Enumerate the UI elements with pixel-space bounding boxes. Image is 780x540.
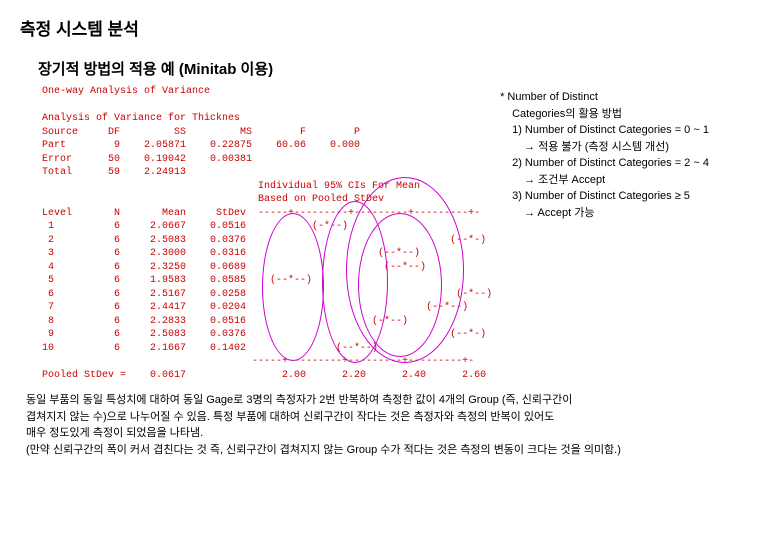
bottom-line: 동일 부품의 동일 특성치에 대하여 동일 Gage로 3명의 측정자가 2번 … xyxy=(26,392,760,409)
anova-output: One-way Analysis of Variance Analysis of… xyxy=(42,85,492,382)
note-line: 3) Number of Distinct Categories ≥ 5 xyxy=(512,188,709,205)
note-line: → 적용 불가 (측정 시스템 개선) xyxy=(524,139,709,156)
grouping-oval xyxy=(346,177,464,363)
note-line: Categories의 활용 방법 xyxy=(512,106,709,123)
side-note: * Number of Distinct Categories의 활용 방법 1… xyxy=(500,89,709,221)
page-title: 측정 시스템 분석 xyxy=(20,15,760,40)
bottom-line: 겹쳐지지 않는 수)으로 나누어질 수 있음. 특정 부품에 대하여 신뢰구간이… xyxy=(26,409,760,426)
content-row: One-way Analysis of Variance Analysis of… xyxy=(20,85,760,382)
bottom-line: 매우 정도있게 측정이 되었음을 나타냄. xyxy=(26,425,760,442)
note-line: → Accept 가능 xyxy=(524,205,709,222)
grouping-oval xyxy=(262,213,324,361)
note-line: → 조건부 Accept xyxy=(524,172,709,189)
bottom-paragraph: 동일 부품의 동일 특성치에 대하여 동일 Gage로 3명의 측정자가 2번 … xyxy=(26,392,760,458)
note-line: 1) Number of Distinct Categories = 0 ~ 1 xyxy=(512,122,709,139)
note-line: 2) Number of Distinct Categories = 2 ~ 4 xyxy=(512,155,709,172)
subtitle: 장기적 방법의 적용 예 (Minitab 이용) xyxy=(38,58,760,79)
note-line: * Number of Distinct xyxy=(500,89,709,106)
bottom-line: (만약 신뢰구간의 폭이 커서 겹친다는 것 즉, 신뢰구간이 겹쳐지지 않는 … xyxy=(26,442,760,459)
